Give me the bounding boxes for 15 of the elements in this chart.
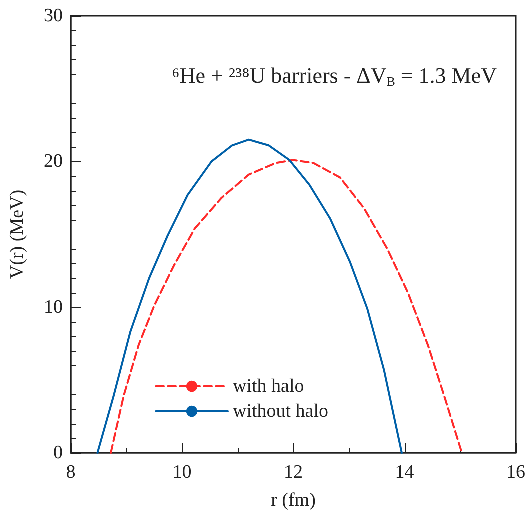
y-tick-label: 20 — [44, 151, 63, 172]
x-tick-label: 12 — [284, 462, 303, 483]
x-tick-label: 10 — [172, 462, 192, 483]
x-tick-label: 16 — [506, 462, 526, 483]
x-axis-title: r (fm) — [271, 490, 316, 511]
y-tick-label: 10 — [44, 296, 63, 318]
y-tick-label: 0 — [54, 442, 63, 464]
line-series — [110, 159, 464, 454]
legend-label: with halo — [233, 376, 304, 397]
x-tick-label: 14 — [395, 462, 415, 483]
y-tick-label: 30 — [44, 6, 63, 26]
legend-label: without halo — [233, 401, 329, 422]
y-axis-title: V(r) (MeV) — [7, 190, 28, 280]
line-series — [96, 138, 403, 454]
x-tick-label: 8 — [66, 462, 76, 483]
